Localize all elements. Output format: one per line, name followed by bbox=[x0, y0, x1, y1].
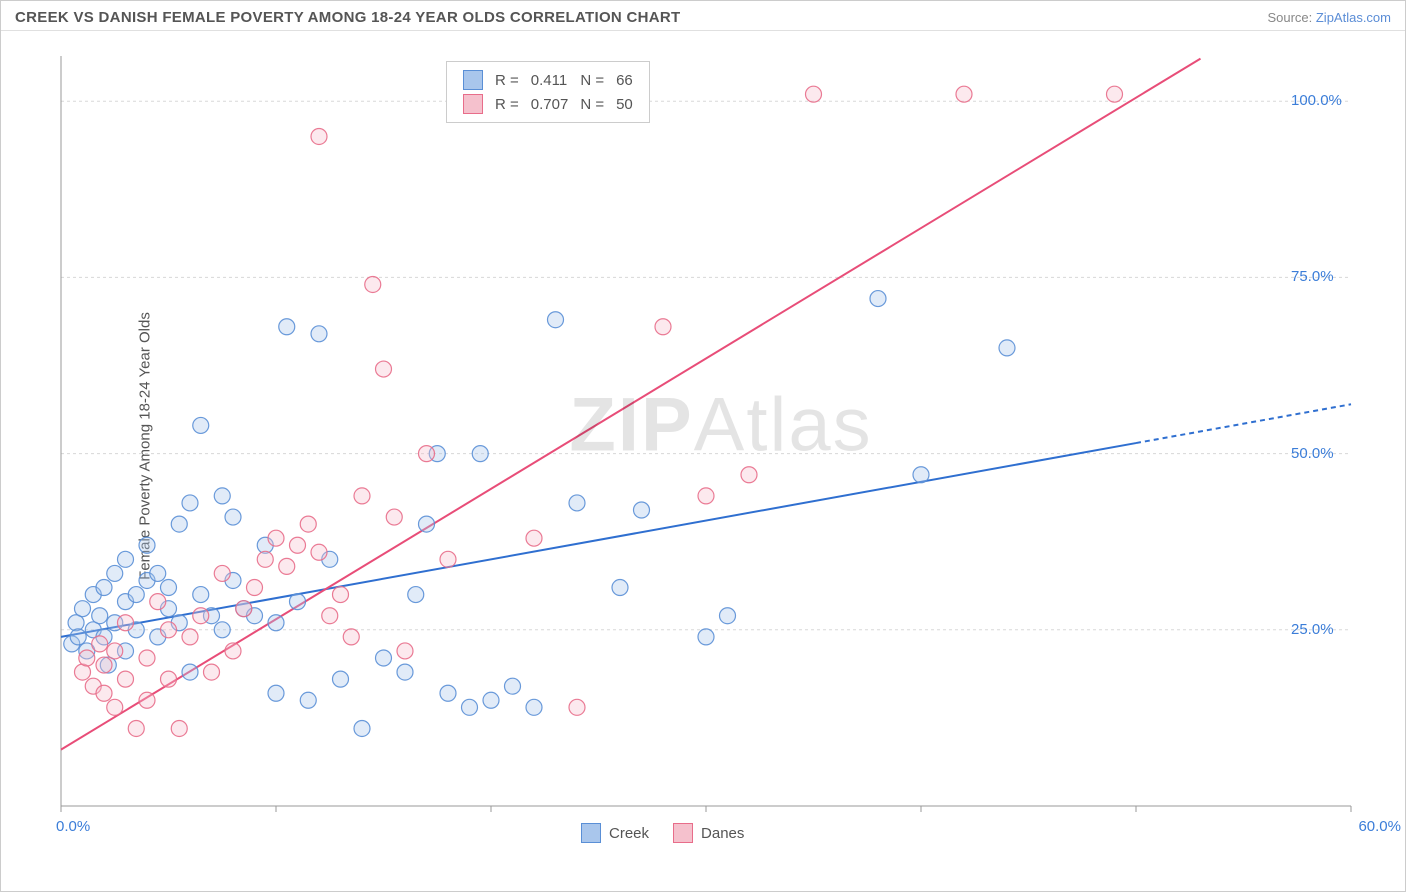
legend-r-value: 0.707 bbox=[525, 92, 575, 116]
correlation-legend: R =0.411N =66 R =0.707N =50 bbox=[446, 61, 650, 123]
axis-tick-label: 0.0% bbox=[56, 818, 90, 835]
plot-area: ZIPAtlas bbox=[51, 46, 1391, 836]
legend-item: Creek bbox=[581, 823, 649, 843]
legend-swatch bbox=[673, 823, 693, 843]
legend-item: Danes bbox=[673, 823, 744, 843]
axis-tick-label: 100.0% bbox=[1291, 92, 1342, 109]
scatter-chart-svg bbox=[51, 46, 1391, 836]
legend-r-label: R = bbox=[489, 68, 525, 92]
legend-swatch bbox=[463, 94, 483, 114]
axis-tick-label: 60.0% bbox=[1358, 818, 1401, 835]
source-attribution: Source: ZipAtlas.com bbox=[1267, 10, 1391, 25]
legend-n-label: N = bbox=[574, 92, 610, 116]
chart-title: CREEK VS DANISH FEMALE POVERTY AMONG 18-… bbox=[15, 9, 681, 26]
legend-r-label: R = bbox=[489, 92, 525, 116]
source-link[interactable]: ZipAtlas.com bbox=[1316, 10, 1391, 25]
series-legend: Creek Danes bbox=[581, 823, 768, 847]
axis-tick-label: 75.0% bbox=[1291, 268, 1334, 285]
legend-n-value: 50 bbox=[610, 92, 639, 116]
legend-label: Danes bbox=[701, 825, 744, 842]
header-row: CREEK VS DANISH FEMALE POVERTY AMONG 18-… bbox=[1, 1, 1405, 31]
legend-swatch bbox=[463, 70, 483, 90]
axis-tick-label: 50.0% bbox=[1291, 445, 1334, 462]
axis-tick-label: 25.0% bbox=[1291, 621, 1334, 638]
source-prefix: Source: bbox=[1267, 10, 1315, 25]
legend-r-value: 0.411 bbox=[525, 68, 575, 92]
legend-n-label: N = bbox=[574, 68, 610, 92]
legend-label: Creek bbox=[609, 825, 649, 842]
legend-n-value: 66 bbox=[610, 68, 639, 92]
chart-container: CREEK VS DANISH FEMALE POVERTY AMONG 18-… bbox=[0, 0, 1406, 892]
legend-swatch bbox=[581, 823, 601, 843]
